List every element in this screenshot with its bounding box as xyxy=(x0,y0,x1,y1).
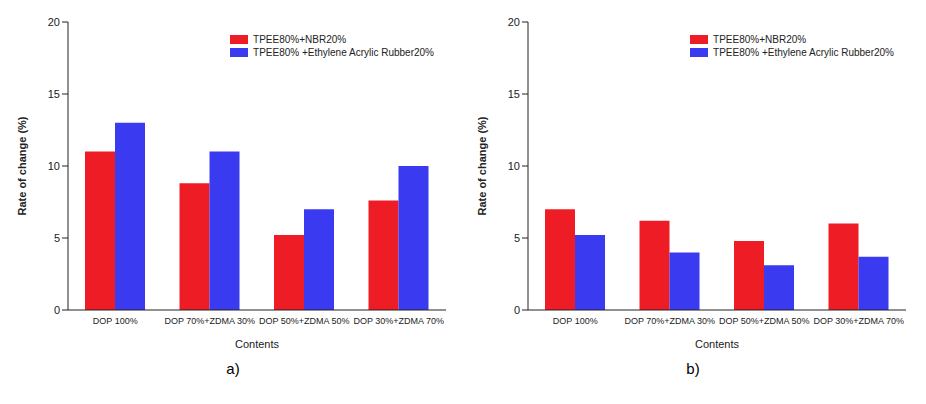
svg-text:5: 5 xyxy=(514,232,520,244)
svg-text:Contents: Contents xyxy=(235,338,280,350)
html-text:TPEE80% +Ethylene Acrylic Rubb: TPEE80% +Ethylene Acrylic Rubber20% xyxy=(253,47,434,58)
svg-text:DOP 70%+ZDMA 30%: DOP 70%+ZDMA 30% xyxy=(164,316,255,326)
svg-text:5: 5 xyxy=(54,232,60,244)
svg-text:10: 10 xyxy=(48,160,60,172)
svg-text:DOP 100%: DOP 100% xyxy=(93,316,138,326)
svg-text:Rate of change (%): Rate of change (%) xyxy=(16,116,28,215)
svg-text:DOP 50%+ZDMA 50%: DOP 50%+ZDMA 50% xyxy=(719,316,810,326)
svg-text:10: 10 xyxy=(508,160,520,172)
svg-text:20: 20 xyxy=(48,16,60,28)
html-text:TPEE80%+NBR20%: TPEE80%+NBR20% xyxy=(713,34,807,45)
svg-text:DOP 30%+ZDMA 70%: DOP 30%+ZDMA 70% xyxy=(813,316,904,326)
html-text:TPEE80%+NBR20%: TPEE80%+NBR20% xyxy=(253,34,347,45)
svg-text:15: 15 xyxy=(508,88,520,100)
svg-text:DOP 100%: DOP 100% xyxy=(553,316,598,326)
svg-text:DOP 50%+ZDMA 50%: DOP 50%+ZDMA 50% xyxy=(259,316,350,326)
svg-text:0: 0 xyxy=(514,304,520,316)
svg-text:DOP 70%+ZDMA 30%: DOP 70%+ZDMA 30% xyxy=(624,316,715,326)
html-text:a): a) xyxy=(226,360,240,377)
html-text:b): b) xyxy=(686,360,700,377)
svg-text:0: 0 xyxy=(54,304,60,316)
svg-text:20: 20 xyxy=(508,16,520,28)
html-text:TPEE80% +Ethylene Acrylic Rubb: TPEE80% +Ethylene Acrylic Rubber20% xyxy=(713,47,894,58)
svg-text:Rate of change (%): Rate of change (%) xyxy=(476,116,488,215)
svg-text:15: 15 xyxy=(48,88,60,100)
svg-text:Contents: Contents xyxy=(695,338,740,350)
svg-text:DOP 30%+ZDMA 70%: DOP 30%+ZDMA 70% xyxy=(353,316,444,326)
